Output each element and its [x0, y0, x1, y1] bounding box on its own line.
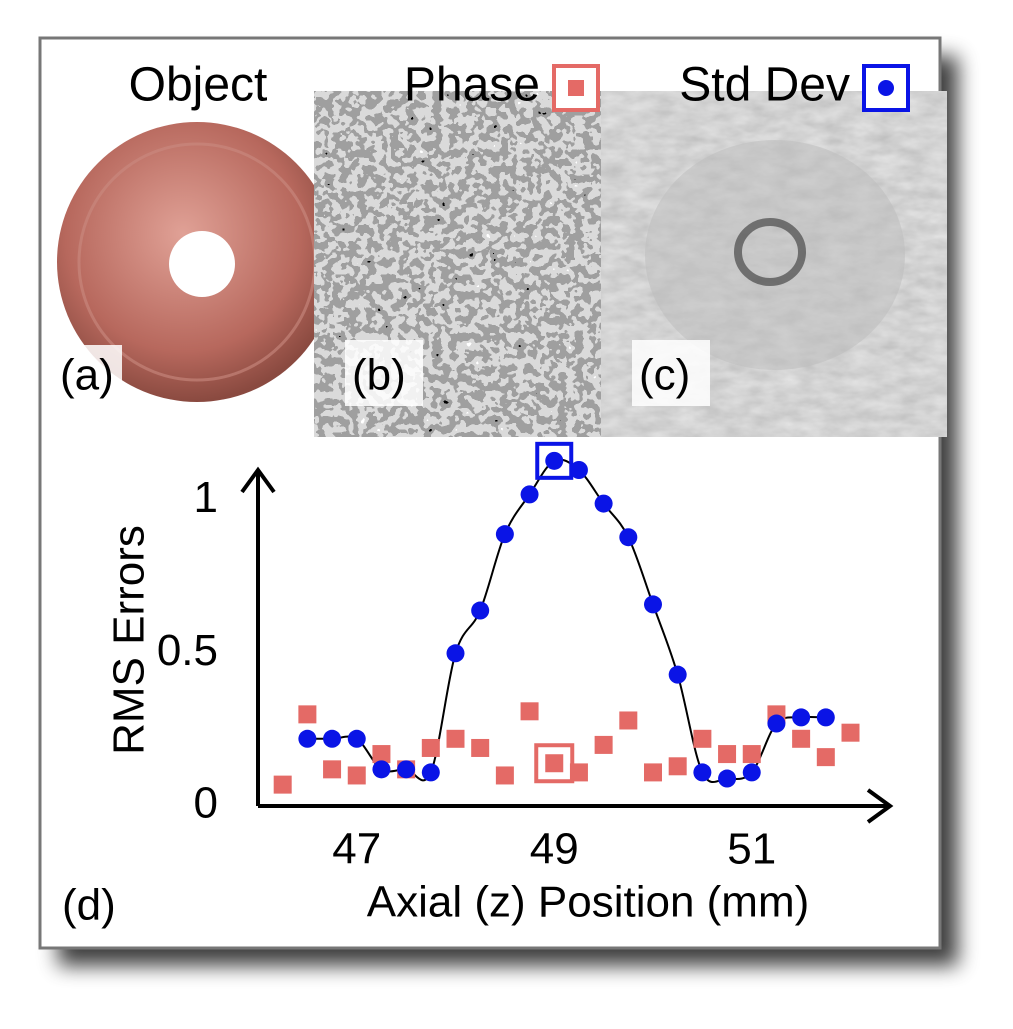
legend-label: Phase — [404, 59, 540, 112]
x-tick-label: 51 — [727, 825, 776, 874]
label-bg — [345, 340, 423, 406]
panel-label: (d) — [62, 881, 116, 930]
stddev-marker — [767, 714, 786, 733]
phase-marker — [446, 729, 465, 748]
y-axis-label: RMS Errors — [105, 525, 154, 755]
phase-marker — [644, 763, 662, 782]
phase-marker — [323, 760, 342, 779]
phase-marker — [619, 711, 638, 730]
stddev-marker — [397, 760, 416, 779]
phase-marker — [594, 735, 613, 754]
stddev-marker — [693, 763, 712, 782]
object-label: Object — [129, 59, 268, 112]
stddev-marker — [471, 601, 490, 620]
coin-rim — [77, 142, 317, 382]
legend-marker — [878, 80, 894, 96]
highlight-box — [534, 743, 575, 784]
stddev-disc — [645, 140, 905, 370]
stddev-marker — [421, 763, 440, 782]
phase-marker — [668, 757, 687, 776]
stddev-marker — [718, 769, 737, 788]
stddev-marker — [520, 485, 539, 504]
stddev-marker — [372, 760, 391, 779]
stddev-marker — [347, 729, 366, 748]
stddev-marker — [495, 525, 514, 544]
phase-marker — [347, 766, 366, 785]
phase-marker — [298, 705, 317, 724]
stddev-marker — [569, 461, 588, 479]
label-bg — [52, 345, 122, 405]
stddev-marker — [644, 595, 662, 614]
stddev-marker — [668, 665, 687, 684]
label-bg — [632, 340, 710, 406]
y-axis-arrow — [240, 466, 276, 494]
stddev-marker — [594, 494, 613, 513]
stddev-marker — [545, 451, 564, 470]
stddev-marker — [619, 528, 638, 547]
phase-marker — [742, 745, 761, 764]
stddev-marker — [816, 708, 835, 727]
x-axis-label: Axial (z) Position (mm) — [367, 878, 810, 927]
panel-label: (c) — [639, 351, 690, 400]
stddev-marker — [792, 708, 811, 727]
x-axis-arrow — [866, 788, 894, 824]
phase-marker — [372, 745, 391, 764]
x-tick-label: 47 — [332, 825, 381, 874]
phase-marker — [718, 745, 737, 764]
stddev-ring — [734, 218, 806, 286]
x-tick-label: 49 — [530, 825, 579, 874]
phase-marker — [693, 729, 712, 748]
phase-marker — [569, 763, 588, 782]
legend-label: Std Dev — [679, 59, 850, 112]
phase-marker — [273, 775, 292, 794]
legend-marker — [568, 80, 584, 96]
phase-marker — [421, 738, 440, 757]
phase-marker — [841, 723, 860, 742]
coin-hole — [169, 231, 235, 297]
panel-label: (b) — [352, 351, 406, 400]
phase-marker — [520, 702, 539, 721]
stddev-marker — [742, 763, 761, 782]
phase-marker — [495, 766, 514, 785]
highlight-box — [535, 441, 574, 480]
stddev-marker — [323, 729, 342, 748]
y-tick-label: 1 — [194, 473, 218, 522]
phase-marker — [816, 748, 835, 767]
stddev-marker — [446, 644, 465, 663]
y-tick-label: 0.5 — [157, 626, 218, 675]
phase-marker — [471, 738, 490, 757]
y-tick-label: 0 — [194, 779, 218, 828]
phase-marker — [545, 754, 564, 773]
stddev-marker — [298, 729, 317, 748]
panel-label: (a) — [60, 351, 114, 400]
phase-marker — [792, 729, 811, 748]
